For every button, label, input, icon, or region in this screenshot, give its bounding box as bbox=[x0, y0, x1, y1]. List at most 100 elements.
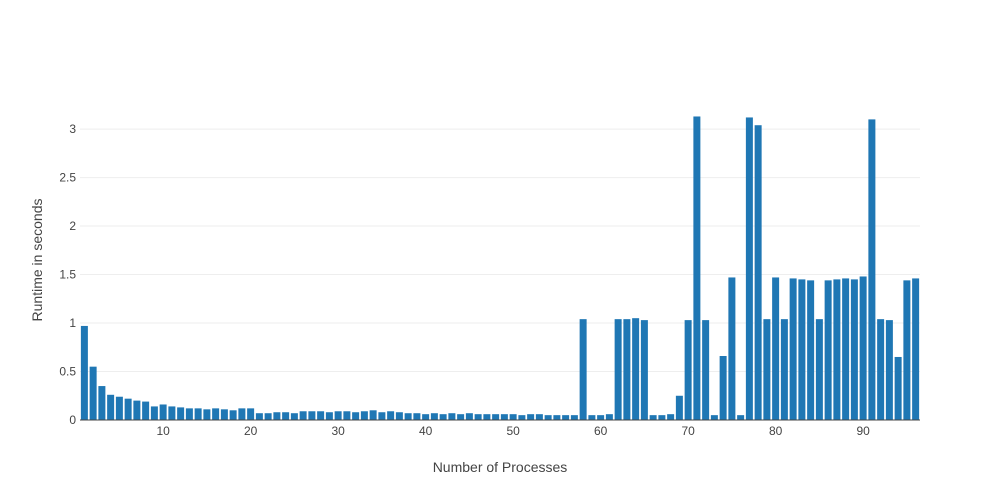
bar bbox=[780, 319, 788, 420]
bar bbox=[772, 277, 780, 420]
bar bbox=[815, 319, 823, 420]
bar bbox=[185, 408, 193, 420]
x-tick-label: 80 bbox=[769, 424, 783, 438]
y-tick-label: 3 bbox=[69, 122, 76, 136]
bar bbox=[273, 412, 281, 420]
bar bbox=[500, 414, 508, 420]
bar bbox=[212, 408, 220, 420]
bar bbox=[430, 413, 438, 420]
bar bbox=[570, 415, 578, 420]
bar bbox=[308, 411, 316, 420]
bars-layer bbox=[80, 116, 920, 421]
bar bbox=[325, 412, 333, 420]
bar bbox=[632, 318, 640, 420]
bar bbox=[544, 415, 552, 420]
bar bbox=[728, 277, 736, 420]
bar bbox=[710, 415, 718, 420]
bar bbox=[290, 413, 298, 420]
bar bbox=[614, 319, 622, 420]
bar bbox=[150, 406, 158, 420]
bar bbox=[894, 356, 902, 420]
x-tick-label: 60 bbox=[594, 424, 608, 438]
bar bbox=[80, 325, 88, 420]
bar bbox=[535, 414, 543, 420]
bar bbox=[352, 412, 360, 420]
bar bbox=[667, 414, 675, 420]
bar bbox=[807, 280, 815, 420]
bar bbox=[229, 410, 237, 420]
bar bbox=[562, 415, 570, 420]
bar bbox=[588, 415, 596, 420]
bar bbox=[885, 320, 893, 420]
bar bbox=[912, 278, 920, 420]
bar bbox=[553, 415, 561, 420]
bar bbox=[789, 278, 797, 420]
bar bbox=[413, 413, 421, 420]
bar bbox=[474, 414, 482, 420]
bar bbox=[457, 414, 465, 420]
bar bbox=[798, 279, 806, 420]
y-tick-label: 0 bbox=[69, 413, 76, 427]
bar bbox=[684, 320, 692, 420]
x-tick-label: 30 bbox=[331, 424, 345, 438]
bar bbox=[492, 414, 500, 420]
bar bbox=[264, 413, 272, 420]
bar bbox=[124, 398, 132, 420]
bar bbox=[675, 395, 683, 420]
bar bbox=[378, 412, 386, 420]
bar bbox=[159, 404, 167, 420]
bar bbox=[833, 279, 841, 420]
bar bbox=[842, 278, 850, 420]
bar bbox=[605, 414, 613, 420]
bar bbox=[877, 319, 885, 420]
bar bbox=[868, 119, 876, 420]
bar bbox=[754, 125, 762, 421]
x-tick-label: 10 bbox=[156, 424, 170, 438]
bar bbox=[299, 411, 307, 420]
bar bbox=[142, 401, 150, 420]
bar bbox=[649, 415, 657, 420]
bar bbox=[702, 320, 710, 420]
y-axis-title: Runtime in seconds bbox=[29, 199, 45, 322]
y-tick-label: 1 bbox=[69, 316, 76, 330]
bar bbox=[360, 411, 368, 420]
axis-layer: 0 0.5 1 1.5 2 2.5 3 10 20 30 40 50 60 70 80 90 bbox=[59, 122, 920, 438]
bar bbox=[343, 411, 351, 420]
grid-layer bbox=[80, 128, 920, 373]
bar bbox=[203, 409, 211, 420]
bar bbox=[107, 394, 115, 420]
bar bbox=[737, 415, 745, 420]
bar bbox=[422, 414, 430, 420]
bar bbox=[693, 116, 701, 420]
bar bbox=[247, 408, 255, 420]
bar bbox=[395, 412, 403, 420]
bar bbox=[238, 408, 246, 420]
x-axis-title: Number of Processes bbox=[433, 459, 568, 475]
bar bbox=[527, 414, 535, 420]
bar bbox=[194, 408, 202, 420]
bar bbox=[387, 411, 395, 420]
bar bbox=[404, 413, 412, 420]
bar bbox=[719, 356, 727, 420]
bar bbox=[597, 415, 605, 420]
bar bbox=[220, 409, 228, 420]
bar bbox=[483, 414, 491, 420]
x-tick-label: 40 bbox=[419, 424, 433, 438]
x-tick-label: 20 bbox=[244, 424, 258, 438]
bar bbox=[448, 413, 456, 420]
bar bbox=[89, 366, 97, 420]
bar bbox=[439, 414, 447, 420]
bar bbox=[369, 410, 377, 420]
bar bbox=[509, 414, 517, 420]
bar bbox=[640, 320, 648, 420]
bar bbox=[518, 415, 526, 420]
y-tick-label: 2.5 bbox=[59, 171, 76, 185]
y-tick-label: 1.5 bbox=[59, 268, 76, 282]
bar bbox=[98, 386, 106, 420]
bar bbox=[658, 415, 666, 420]
bar bbox=[317, 411, 325, 420]
y-tick-label: 2 bbox=[69, 219, 76, 233]
bar bbox=[168, 406, 176, 420]
